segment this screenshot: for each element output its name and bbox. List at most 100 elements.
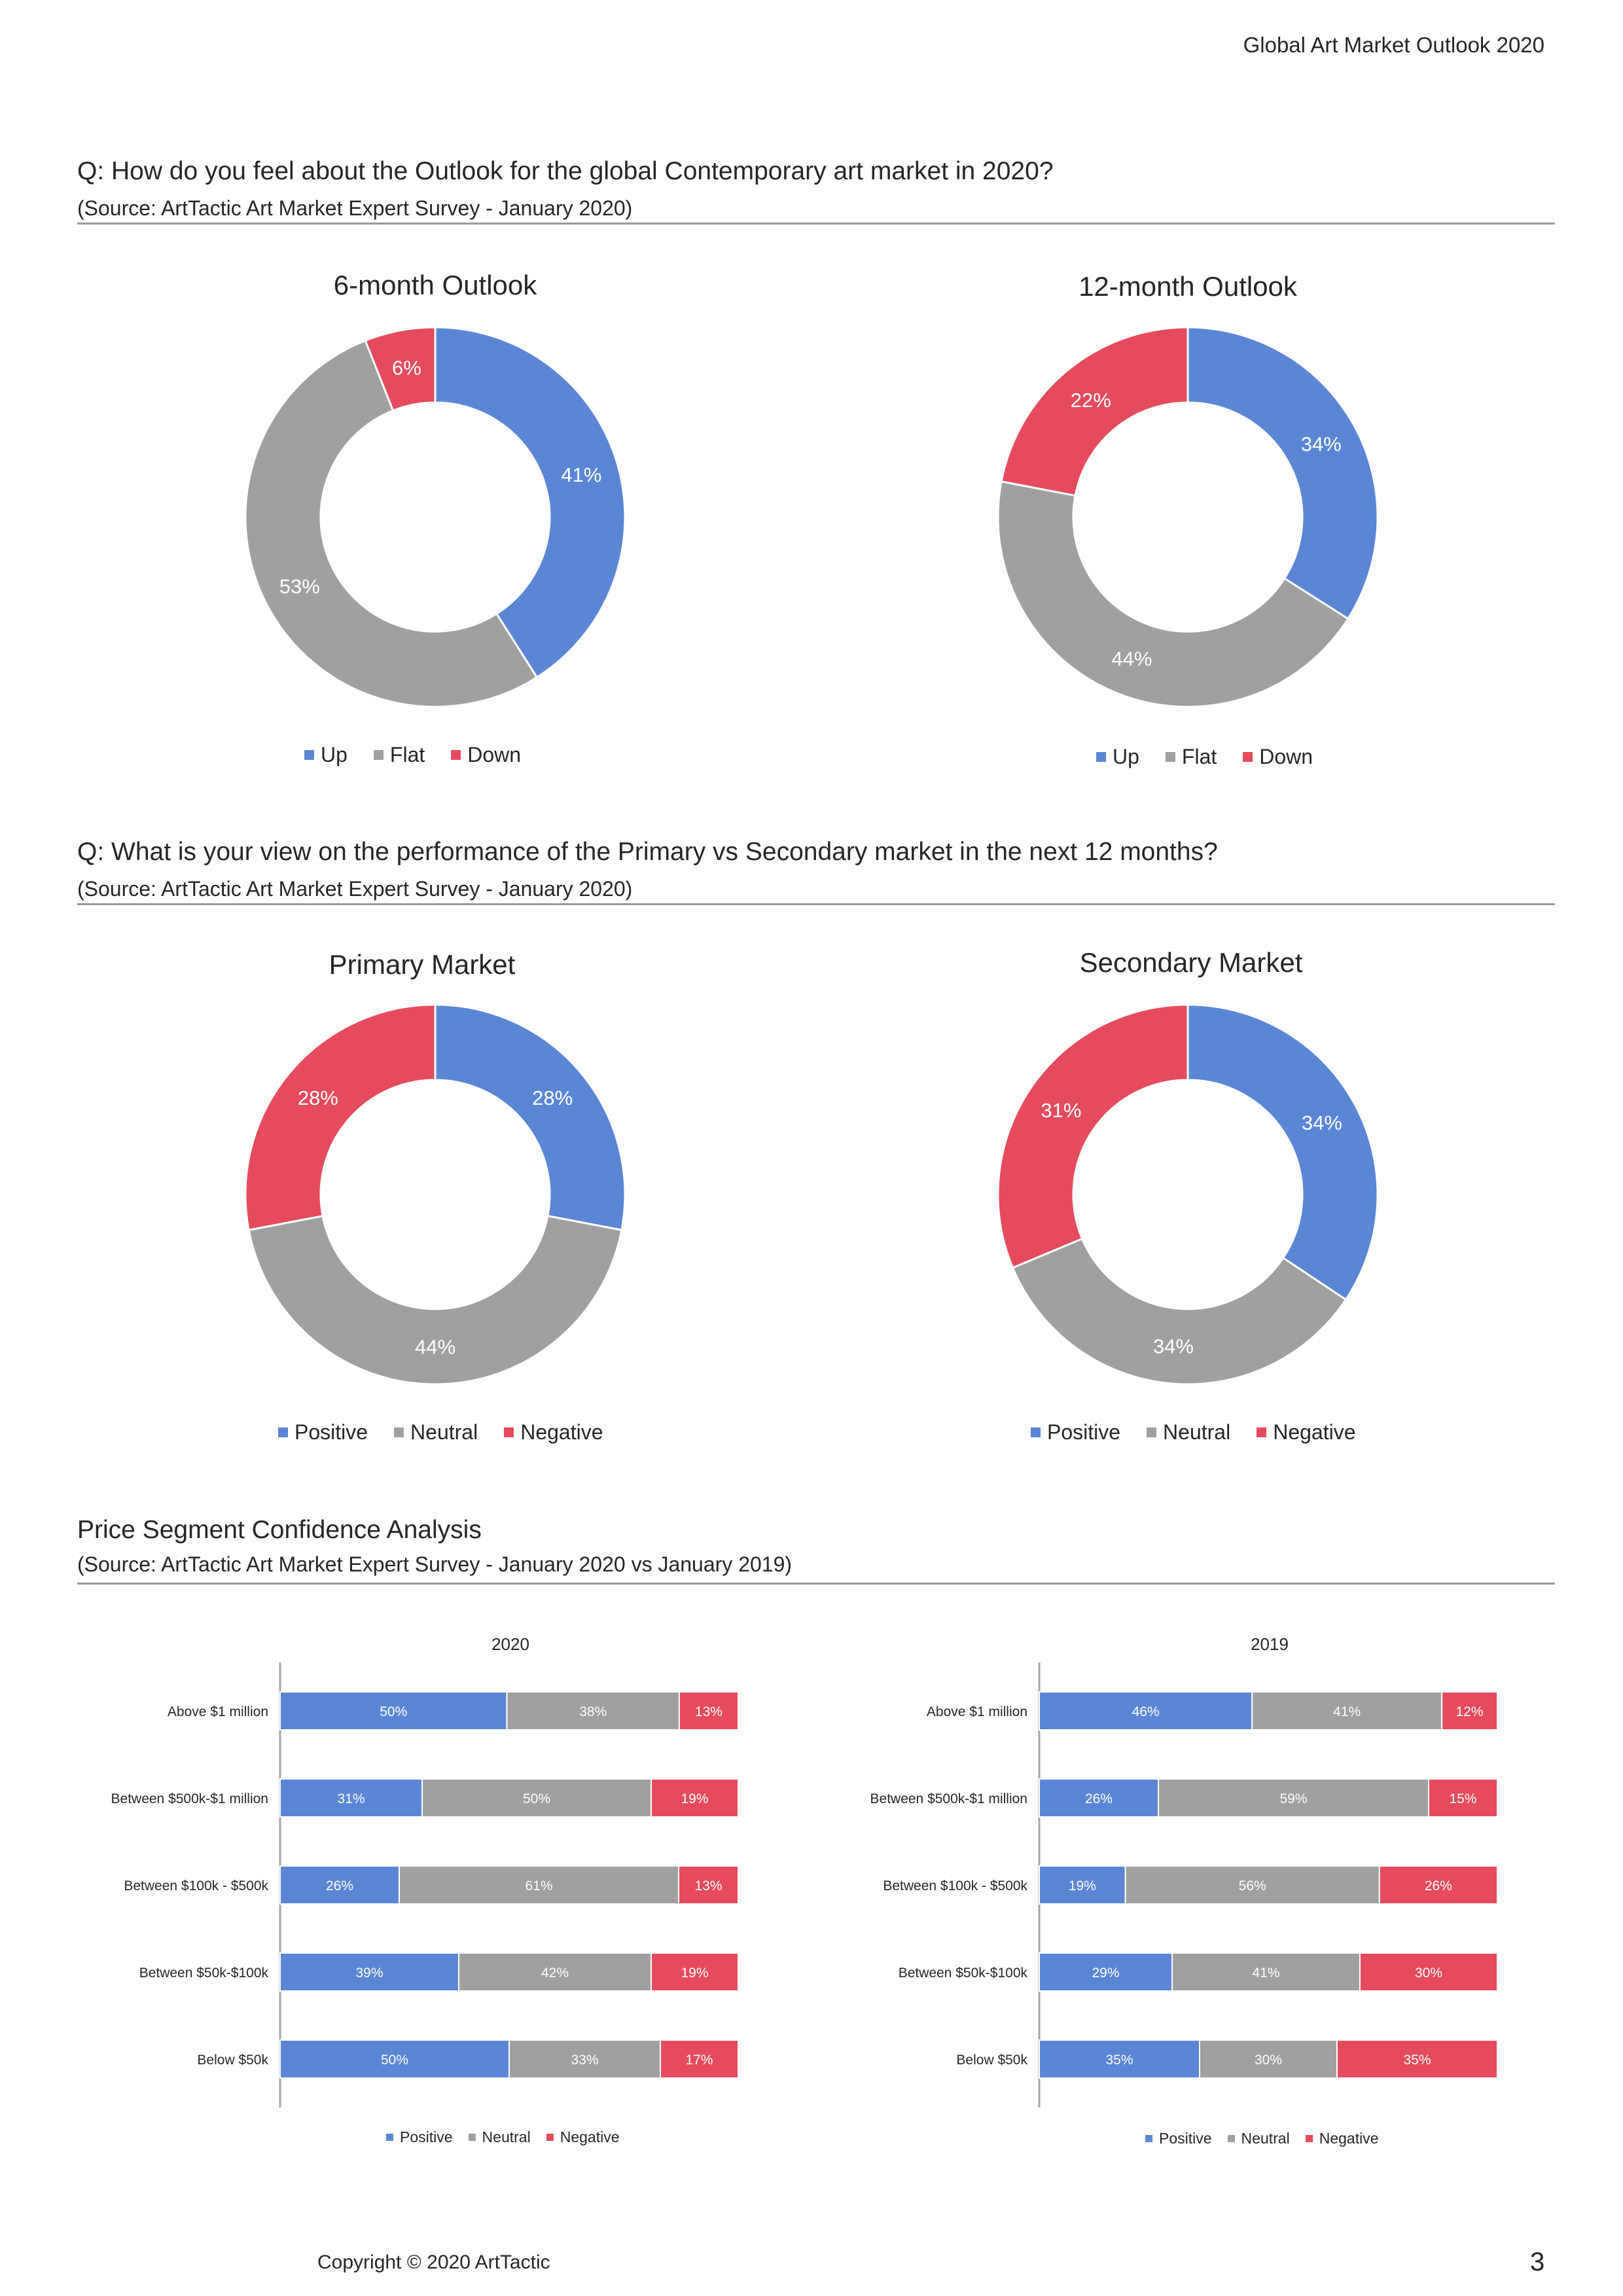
legend-label-neutral: Neutral bbox=[1241, 2130, 1290, 2147]
bar-segment-neutral bbox=[508, 2039, 661, 2079]
legend-label-up: Up bbox=[321, 743, 348, 766]
bar-chart-2020: Above $1 million 50% 38% 13% Between $500k-$… bbox=[111, 1662, 740, 2108]
bar-segment-negative bbox=[1428, 1778, 1498, 1818]
donut4-legend: Positive Neutral Negative bbox=[1031, 1420, 1356, 1444]
bar-segment-neutral bbox=[1171, 1952, 1361, 1992]
donut-chart-primary-market: 28% 44% 28% bbox=[244, 1003, 626, 1386]
legend-label-negative: Negative bbox=[1273, 1420, 1356, 1444]
legend-item-negative: Negative bbox=[1305, 2130, 1378, 2147]
donut-label-positive: 34% bbox=[1302, 1111, 1342, 1134]
bar-data-label-positive: 26% bbox=[326, 1878, 353, 1893]
bar-segment-negative bbox=[678, 1865, 739, 1905]
bar-segment-negative bbox=[1336, 2039, 1498, 2079]
legend-label-flat: Flat bbox=[1181, 745, 1217, 768]
legend-swatch-neutral bbox=[1227, 2135, 1235, 2142]
bar-segment-positive bbox=[279, 1778, 423, 1818]
legend-item-negative: Negative bbox=[546, 2128, 620, 2146]
section2-question: Q: What is your view on the performance … bbox=[77, 838, 1218, 866]
bar-data-label-neutral: 56% bbox=[1239, 1878, 1266, 1893]
donut-chart-6-month: 41% 53% 6% bbox=[244, 326, 626, 708]
legend-item-positive: Positive bbox=[278, 1420, 368, 1444]
donut-slice-positive bbox=[434, 1003, 626, 1232]
donut3-legend: Positive Neutral Negative bbox=[278, 1420, 603, 1444]
legend-swatch-negative bbox=[1305, 2135, 1313, 2142]
legend-swatch-positive bbox=[1145, 2135, 1152, 2142]
legend-swatch-negative bbox=[504, 1427, 514, 1437]
legend-swatch-up bbox=[304, 750, 314, 760]
legend-label-flat: Flat bbox=[389, 743, 425, 766]
bar-segment-neutral bbox=[1251, 1691, 1443, 1731]
bar-data-label-positive: 46% bbox=[1132, 1704, 1160, 1719]
section2-divider bbox=[77, 903, 1555, 905]
legend-label-positive: Positive bbox=[400, 2128, 453, 2145]
bar-data-label-neutral: 30% bbox=[1255, 2053, 1282, 2068]
donut-slice-down bbox=[1000, 326, 1189, 497]
bar-data-label-negative: 30% bbox=[1415, 1965, 1442, 1981]
legend-swatch-flat bbox=[1165, 752, 1175, 762]
bar-segment-positive bbox=[279, 1691, 508, 1731]
bar-data-label-negative: 19% bbox=[681, 1965, 708, 1981]
legend-swatch-positive bbox=[278, 1427, 288, 1437]
legend-item-down: Down bbox=[1243, 745, 1313, 769]
bar-segment-negative bbox=[1378, 1865, 1499, 1905]
donut4-title: Secondary Market bbox=[1079, 947, 1303, 978]
bar-data-label-negative: 12% bbox=[1456, 1704, 1484, 1719]
legend-label-negative: Negative bbox=[560, 2128, 620, 2145]
donut2-legend: Up Flat Down bbox=[1096, 745, 1313, 769]
legend-label-up: Up bbox=[1113, 745, 1139, 768]
donut-slice-neutral bbox=[247, 1215, 623, 1386]
donut-label-flat: 53% bbox=[279, 575, 320, 598]
legend-swatch-positive bbox=[1031, 1427, 1041, 1437]
legend-swatch-neutral bbox=[468, 2134, 476, 2141]
legend-label-down: Down bbox=[1259, 745, 1313, 768]
bar-data-label-negative: 35% bbox=[1403, 2053, 1431, 2068]
legend-label-positive: Positive bbox=[1159, 2130, 1212, 2147]
legend-label-neutral: Neutral bbox=[1163, 1420, 1231, 1444]
legend-item-neutral: Neutral bbox=[1227, 2130, 1290, 2147]
bar-data-label-negative: 17% bbox=[685, 2053, 713, 2068]
legend-item-down: Down bbox=[451, 743, 521, 767]
donut-label-up: 34% bbox=[1301, 433, 1342, 456]
donut-slice-neutral bbox=[1011, 1237, 1347, 1386]
bar-segment-negative bbox=[651, 1952, 739, 1992]
bar-segment-neutral bbox=[1158, 1778, 1429, 1818]
donut-label-flat: 44% bbox=[1111, 647, 1152, 670]
legend-swatch-negative bbox=[1257, 1427, 1267, 1437]
section3-divider bbox=[77, 1583, 1555, 1585]
bar-category-label: Between $100k - $500k bbox=[883, 1878, 1027, 1893]
page-number: 3 bbox=[1530, 2248, 1545, 2276]
bar-category-label: Between $500k-$1 million bbox=[111, 1791, 268, 1806]
bar-segment-positive bbox=[1039, 1865, 1126, 1905]
bar-data-label-neutral: 42% bbox=[541, 1965, 569, 1981]
bar-chart-2019-title: 2019 bbox=[1251, 1634, 1289, 1654]
legend-swatch-flat bbox=[373, 750, 383, 760]
legend-item-positive: Positive bbox=[1145, 2130, 1212, 2147]
bar-segment-negative bbox=[1441, 1691, 1498, 1731]
legend-label-positive: Positive bbox=[294, 1420, 368, 1444]
bar-data-label-negative: 15% bbox=[1449, 1791, 1476, 1806]
bar-chart-2019: Above $1 million 46% 41% 12% Between $500k-$… bbox=[870, 1662, 1499, 2108]
bar-segment-positive bbox=[1039, 1952, 1173, 1992]
bar-data-label-positive: 35% bbox=[1105, 2053, 1133, 2068]
donut2-title: 12-month Outlook bbox=[1079, 271, 1297, 302]
bar-segment-negative bbox=[1359, 1952, 1498, 1992]
donut-chart-12-month: 34% 44% 22% bbox=[997, 326, 1379, 708]
bar-chart-2019-legend: Positive Neutral Negative bbox=[1145, 2130, 1378, 2147]
bar-category-label: Between $100k - $500k bbox=[124, 1878, 268, 1893]
legend-label-neutral: Neutral bbox=[410, 1420, 478, 1444]
legend-item-neutral: Neutral bbox=[394, 1420, 478, 1444]
donut-label-down: 6% bbox=[392, 357, 421, 380]
bar-data-label-positive: 19% bbox=[1069, 1878, 1096, 1893]
bar-data-label-positive: 31% bbox=[337, 1791, 365, 1806]
bar-chart-2020-legend: Positive Neutral Negative bbox=[386, 2128, 619, 2146]
bar-segment-negative bbox=[651, 1778, 739, 1818]
bar-category-label: Between $50k-$100k bbox=[139, 1965, 269, 1981]
bar-data-label-negative: 13% bbox=[695, 1704, 722, 1719]
bar-data-label-positive: 26% bbox=[1085, 1791, 1113, 1806]
bar-category-label: Above $1 million bbox=[927, 1704, 1027, 1719]
legend-swatch-neutral bbox=[394, 1427, 404, 1437]
bar-segment-neutral bbox=[1199, 2039, 1338, 2079]
donut3-title: Primary Market bbox=[329, 949, 516, 980]
donut-slice-negative bbox=[997, 1003, 1189, 1270]
bar-data-label-neutral: 41% bbox=[1252, 1965, 1279, 1981]
